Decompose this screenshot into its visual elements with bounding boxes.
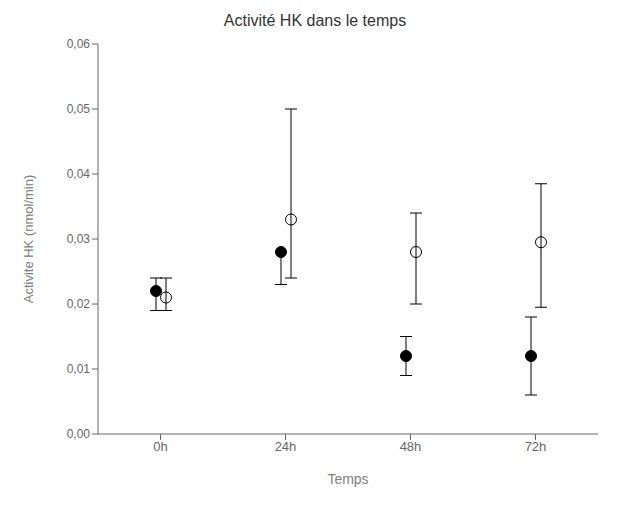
svg-text:0,05: 0,05	[67, 102, 91, 116]
svg-text:0,06: 0,06	[67, 37, 91, 51]
svg-text:Activite HK (nmol/min): Activite HK (nmol/min)	[21, 175, 36, 304]
svg-text:Temps: Temps	[327, 471, 368, 487]
svg-text:0,03: 0,03	[67, 232, 91, 246]
svg-text:0,04: 0,04	[67, 167, 91, 181]
svg-text:0,01: 0,01	[67, 362, 91, 376]
svg-text:24h: 24h	[275, 439, 297, 454]
svg-text:0,02: 0,02	[67, 297, 91, 311]
svg-text:48h: 48h	[400, 439, 422, 454]
svg-text:0,00: 0,00	[67, 427, 91, 441]
svg-text:0h: 0h	[153, 439, 167, 454]
html-text:Activité HK dans le temps: Activité HK dans le temps	[223, 12, 407, 29]
svg-text:72h: 72h	[525, 439, 547, 454]
